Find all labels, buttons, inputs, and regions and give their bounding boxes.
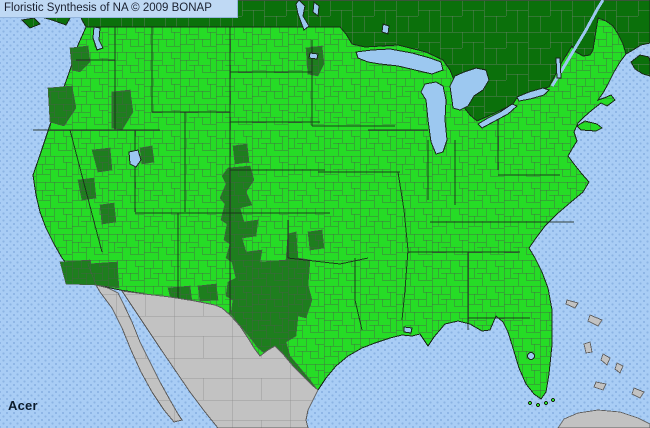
lake-erie bbox=[477, 103, 518, 129]
lake-michigan bbox=[420, 81, 448, 155]
taxon-label: Acer bbox=[8, 398, 38, 413]
lake-nipigon bbox=[381, 23, 390, 35]
map-title-bar: Floristic Synthesis of NA © 2009 BONAP bbox=[0, 0, 238, 18]
lake-ontario bbox=[516, 87, 550, 102]
absent-region-texas-plains bbox=[219, 165, 317, 389]
state-borders bbox=[33, 27, 574, 331]
caribbean-islands bbox=[557, 299, 650, 428]
florida-keys bbox=[528, 397, 556, 407]
lake-pontchartrain bbox=[403, 326, 413, 334]
lake-winnipeg bbox=[295, 0, 310, 31]
lake-superior bbox=[355, 48, 444, 75]
map-title: Floristic Synthesis of NA © 2009 BONAP bbox=[4, 2, 212, 14]
lake-huron bbox=[449, 67, 490, 111]
mexico-region bbox=[94, 284, 319, 428]
lake-okeechobee bbox=[527, 352, 535, 360]
great-lakes bbox=[92, 0, 605, 360]
lake-champlain bbox=[555, 57, 562, 79]
red-lake bbox=[308, 52, 319, 60]
great-salt-lake bbox=[128, 149, 142, 168]
absent-regions bbox=[47, 45, 325, 389]
puget-sound bbox=[92, 26, 104, 51]
cuba bbox=[557, 409, 650, 428]
